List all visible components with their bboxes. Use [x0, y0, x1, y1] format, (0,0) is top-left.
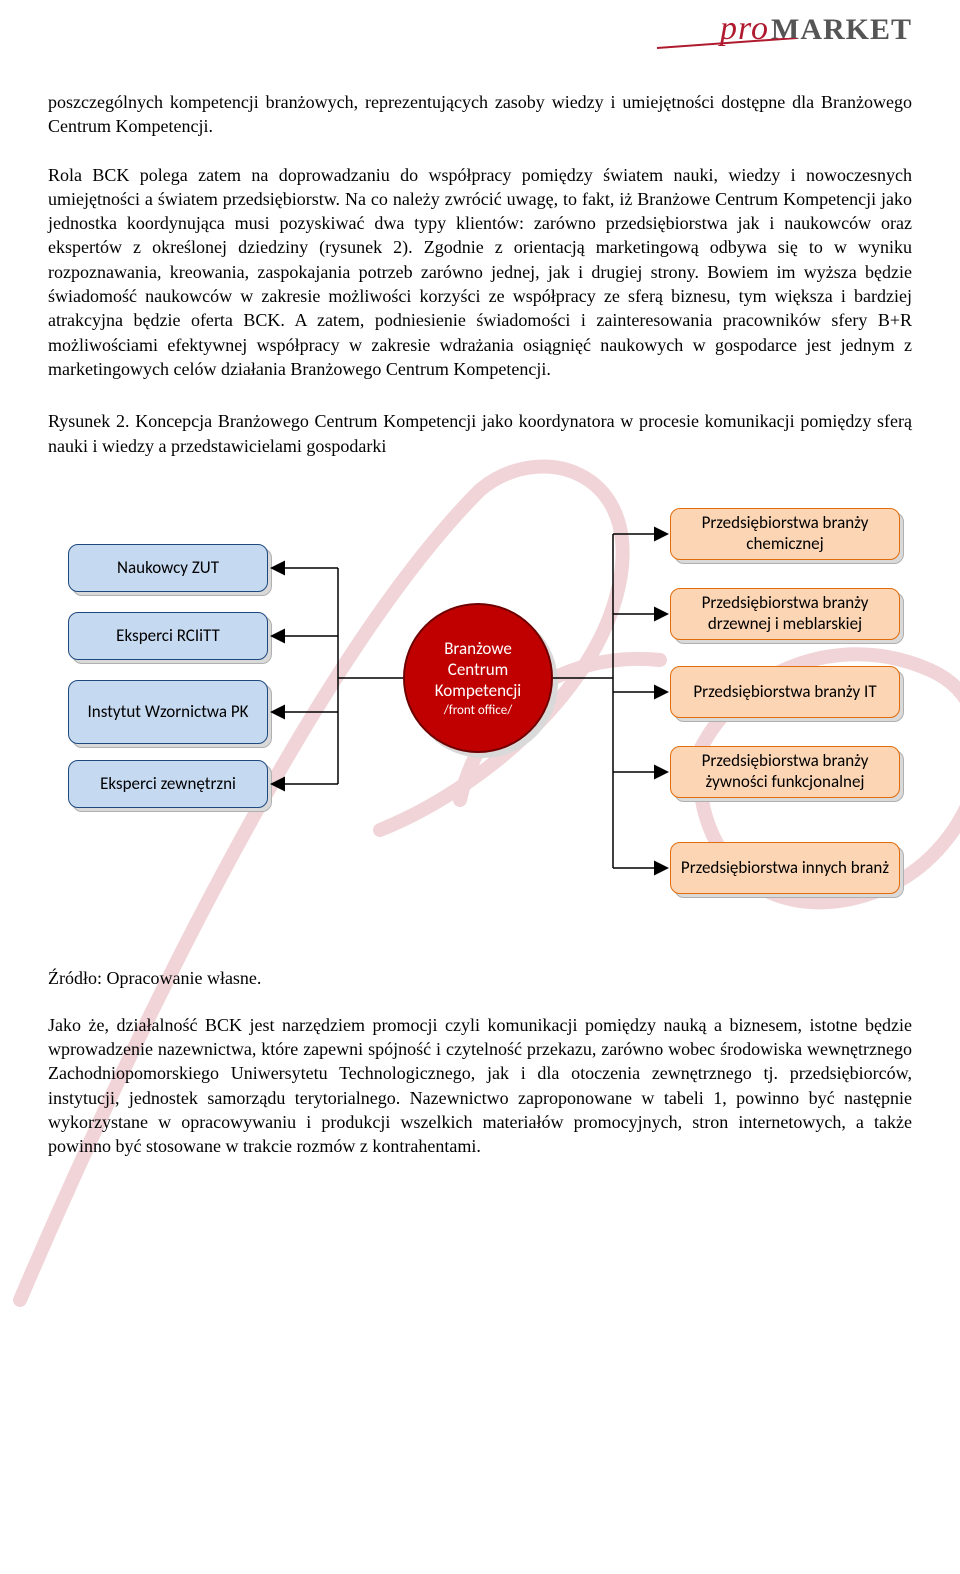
left-node-eksperci-zew: Eksperci zewnętrzni [68, 760, 268, 808]
right-node-zywnosc: Przedsiębiorstwa branży żywności funkcjo… [670, 746, 900, 798]
paragraph-3: Jako że, działalność BCK jest narzędziem… [48, 1013, 912, 1159]
diagram: Naukowcy ZUT Eksperci RCIiTT Instytut Wz… [48, 488, 912, 948]
logo: proMARKET [720, 10, 912, 48]
right-node-it: Przedsiębiorstwa branży IT [670, 666, 900, 718]
right-node-inne: Przedsiębiorstwa innych branż [670, 842, 900, 894]
figure-source: Źródło: Opracowanie własne. [48, 968, 912, 989]
figure-caption: Rysunek 2. Koncepcja Branżowego Centrum … [48, 409, 912, 458]
right-node-drzewna: Przedsiębiorstwa branży drzewnej i mebla… [670, 588, 900, 640]
left-node-eksperci-rciitt: Eksperci RCIiTT [68, 612, 268, 660]
left-node-naukowcy: Naukowcy ZUT [68, 544, 268, 592]
center-node: Branżowe Centrum Kompetencji /front offi… [403, 603, 553, 753]
left-node-instytut: Instytut Wzornictwa PK [68, 680, 268, 744]
right-node-chemiczna: Przedsiębiorstwa branży chemicznej [670, 508, 900, 560]
paragraph-2: Rola BCK polega zatem na doprowadzaniu d… [48, 163, 912, 382]
paragraph-1: poszczególnych kompetencji branżowych, r… [48, 90, 912, 139]
